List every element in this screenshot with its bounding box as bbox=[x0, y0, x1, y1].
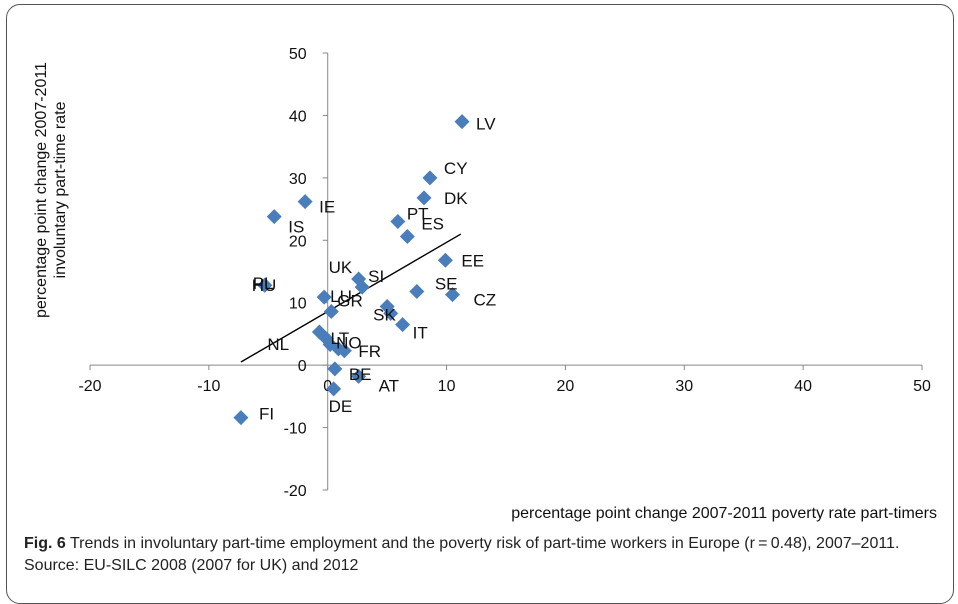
point-label-sk: SK bbox=[373, 305, 396, 324]
point-label-fr: FR bbox=[358, 342, 381, 361]
point-label-ee: EE bbox=[461, 251, 484, 270]
y-tick-label: -20 bbox=[284, 483, 307, 500]
y-tick-label: 40 bbox=[289, 108, 307, 125]
data-point-sk bbox=[383, 305, 399, 321]
point-label-si: SI bbox=[368, 267, 384, 286]
x-tick-label: 10 bbox=[438, 378, 456, 395]
point-label-es: ES bbox=[421, 215, 444, 234]
y-tick-label: 10 bbox=[289, 296, 307, 313]
data-point-cy bbox=[422, 170, 438, 186]
point-label-cy: CY bbox=[444, 159, 468, 178]
data-point-at bbox=[351, 368, 367, 384]
y-tick-label: 20 bbox=[289, 233, 307, 250]
point-label-is: IS bbox=[288, 218, 304, 237]
caption-text: Trends in involuntary part-time employme… bbox=[24, 535, 900, 574]
x-tick-label: -20 bbox=[78, 378, 101, 395]
point-label-hu: HU bbox=[252, 276, 277, 295]
y-axis-title-line-1: percentage point change 2007-2011 bbox=[33, 62, 50, 318]
y-tick-label: 30 bbox=[289, 171, 307, 188]
y-tick-label: 0 bbox=[298, 358, 307, 375]
data-point-se bbox=[409, 283, 425, 299]
point-label-at: AT bbox=[379, 376, 399, 395]
data-point-it bbox=[395, 317, 411, 333]
x-axis-title: percentage point change 2007-2011 povert… bbox=[511, 505, 937, 522]
point-label-be: BE bbox=[349, 365, 372, 384]
point-label-lu: LU bbox=[330, 287, 352, 306]
point-label-se: SE bbox=[435, 274, 458, 293]
point-label-ie: IE bbox=[319, 198, 335, 217]
point-label-cz: CZ bbox=[474, 291, 497, 310]
data-point-si bbox=[354, 279, 370, 295]
x-tick-label: 0 bbox=[323, 378, 332, 395]
point-label-lv: LV bbox=[476, 115, 496, 134]
data-point-lu bbox=[316, 289, 332, 305]
data-point-dk bbox=[416, 190, 432, 206]
data-point-be bbox=[327, 361, 343, 377]
data-point-cz bbox=[445, 287, 461, 303]
data-point-fr bbox=[336, 343, 352, 359]
trendline bbox=[240, 233, 462, 363]
data-point-gr bbox=[323, 303, 339, 319]
point-label-nl: NL bbox=[267, 335, 289, 354]
data-point-is bbox=[266, 209, 282, 225]
point-label-de: DE bbox=[329, 397, 353, 416]
scatter-chart: -20 -10 0 10 20 30 40 50 50 40 30 20 10 0 -10 -20 LV CY D… bbox=[33, 46, 937, 522]
point-label-no: NO bbox=[336, 334, 362, 353]
point-label-it: IT bbox=[413, 324, 428, 343]
x-tick-label: 20 bbox=[557, 378, 575, 395]
x-tick-label: 40 bbox=[794, 378, 812, 395]
point-label-lt: LT bbox=[331, 329, 350, 348]
x-tick-label: -10 bbox=[197, 378, 220, 395]
caption-figure-label: Fig. 6 bbox=[24, 535, 66, 552]
figure-caption: Fig. 6 Trends in involuntary part-time e… bbox=[24, 533, 944, 577]
point-label-pt: PT bbox=[407, 205, 429, 224]
data-point-ie bbox=[297, 194, 313, 210]
data-point-ee bbox=[437, 252, 453, 268]
y-tick-label: 50 bbox=[289, 46, 307, 63]
y-axis-title: percentage point change 2007-2011 involu… bbox=[33, 62, 69, 318]
points-group bbox=[233, 114, 470, 426]
data-point-es bbox=[399, 229, 415, 245]
data-point-de bbox=[326, 381, 342, 397]
point-label-gr: GR bbox=[337, 291, 363, 310]
axes: -20 -10 0 10 20 30 40 50 50 40 30 20 10 0 -10 -20 bbox=[78, 46, 931, 500]
data-point-lv bbox=[454, 114, 470, 130]
data-point-fi bbox=[233, 410, 249, 426]
point-label-pl: PL bbox=[253, 274, 274, 293]
y-tick-label: -10 bbox=[284, 421, 307, 438]
x-tick-label: 30 bbox=[675, 378, 693, 395]
point-label-uk: UK bbox=[329, 258, 353, 277]
x-tick-label: 50 bbox=[913, 378, 931, 395]
data-point-pt bbox=[390, 214, 406, 230]
data-point-hu bbox=[257, 277, 273, 293]
point-label-dk: DK bbox=[444, 189, 468, 208]
y-axis-title-line-2: involuntary part-time rate bbox=[52, 101, 69, 278]
trendline-group bbox=[240, 233, 462, 363]
point-label-fi: FI bbox=[259, 405, 274, 424]
